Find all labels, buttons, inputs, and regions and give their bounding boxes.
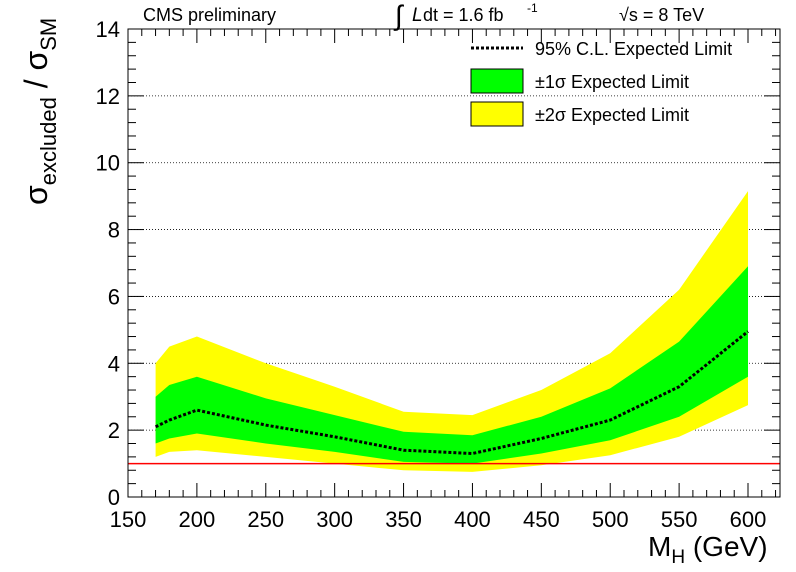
plot-frame (127, 28, 781, 498)
y-tick-label-12: 12 (96, 84, 120, 109)
y-tick-label-10: 10 (96, 151, 120, 176)
x-tick-label-300: 300 (316, 507, 353, 532)
svg-text:MH (GeV): MH (GeV) (648, 531, 768, 568)
x-tick-label-200: 200 (179, 507, 216, 532)
header-cms-preliminary: CMS preliminary (143, 5, 276, 25)
x-tick-label-500: 500 (592, 507, 629, 532)
y-axis-sigma-1: σ (18, 185, 54, 205)
x-tick-label-450: 450 (523, 507, 560, 532)
y-axis-sub-sm: SM (36, 18, 61, 51)
y-tick-label-6: 6 (108, 284, 120, 309)
integral-symbol: ∫ (393, 0, 405, 31)
legend-two-sigma-label: ±2σ Expected Limit (535, 105, 689, 125)
y-tick-label-2: 2 (108, 418, 120, 443)
expected-limit-line (154, 330, 749, 456)
lumi-l: L (412, 5, 423, 26)
one-sigma-band (155, 266, 749, 464)
x-axis-title: MH (GeV) (648, 531, 768, 568)
header-luminosity: ∫ L dt = 1.6 fb -1 (393, 0, 538, 31)
svg-text:σexcluded / σSM: σexcluded / σSM (18, 18, 61, 205)
x-tick-label-550: 550 (661, 507, 698, 532)
y-tick-label-0: 0 (108, 485, 120, 510)
legend-one-sigma-label: ±1σ Expected Limit (535, 72, 689, 92)
x-axis-title-main: M (648, 531, 671, 562)
legend-two-sigma-swatch (470, 101, 524, 127)
y-tick-label-14: 14 (96, 17, 120, 42)
y-axis-sub-excluded: excluded (36, 97, 61, 185)
axis-ticks (127, 28, 780, 498)
y-tick-label-8: 8 (108, 218, 120, 243)
lumi-text: dt = 1.6 fb (423, 5, 504, 25)
y-axis-title: σexcluded / σSM (18, 18, 61, 205)
legend-one-sigma-swatch (470, 68, 524, 94)
x-tick-label-600: 600 (730, 507, 767, 532)
header-energy: √s = 8 TeV (619, 5, 704, 25)
lines (128, 330, 780, 465)
y-axis-slash: / (18, 71, 54, 98)
y-tick-label-4: 4 (108, 351, 120, 376)
legend: 95% C.L. Expected Limit ±1σ Expected Lim… (470, 39, 732, 127)
x-tick-label-150: 150 (110, 507, 147, 532)
lumi-exponent: -1 (527, 1, 538, 15)
legend-expected-label: 95% C.L. Expected Limit (535, 39, 732, 59)
y-axis-sigma-2: σ (18, 51, 54, 71)
x-axis-title-sub: H (671, 547, 685, 568)
x-tick-label-250: 250 (247, 507, 284, 532)
tick-labels: 150 200 250 300 350 400 450 500 550 600 0 2 4 6 8 10 12 1… (96, 17, 767, 532)
x-tick-label-350: 350 (385, 507, 422, 532)
bands (155, 191, 749, 472)
x-tick-label-400: 400 (454, 507, 491, 532)
x-axis-title-unit: (GeV) (685, 531, 767, 562)
